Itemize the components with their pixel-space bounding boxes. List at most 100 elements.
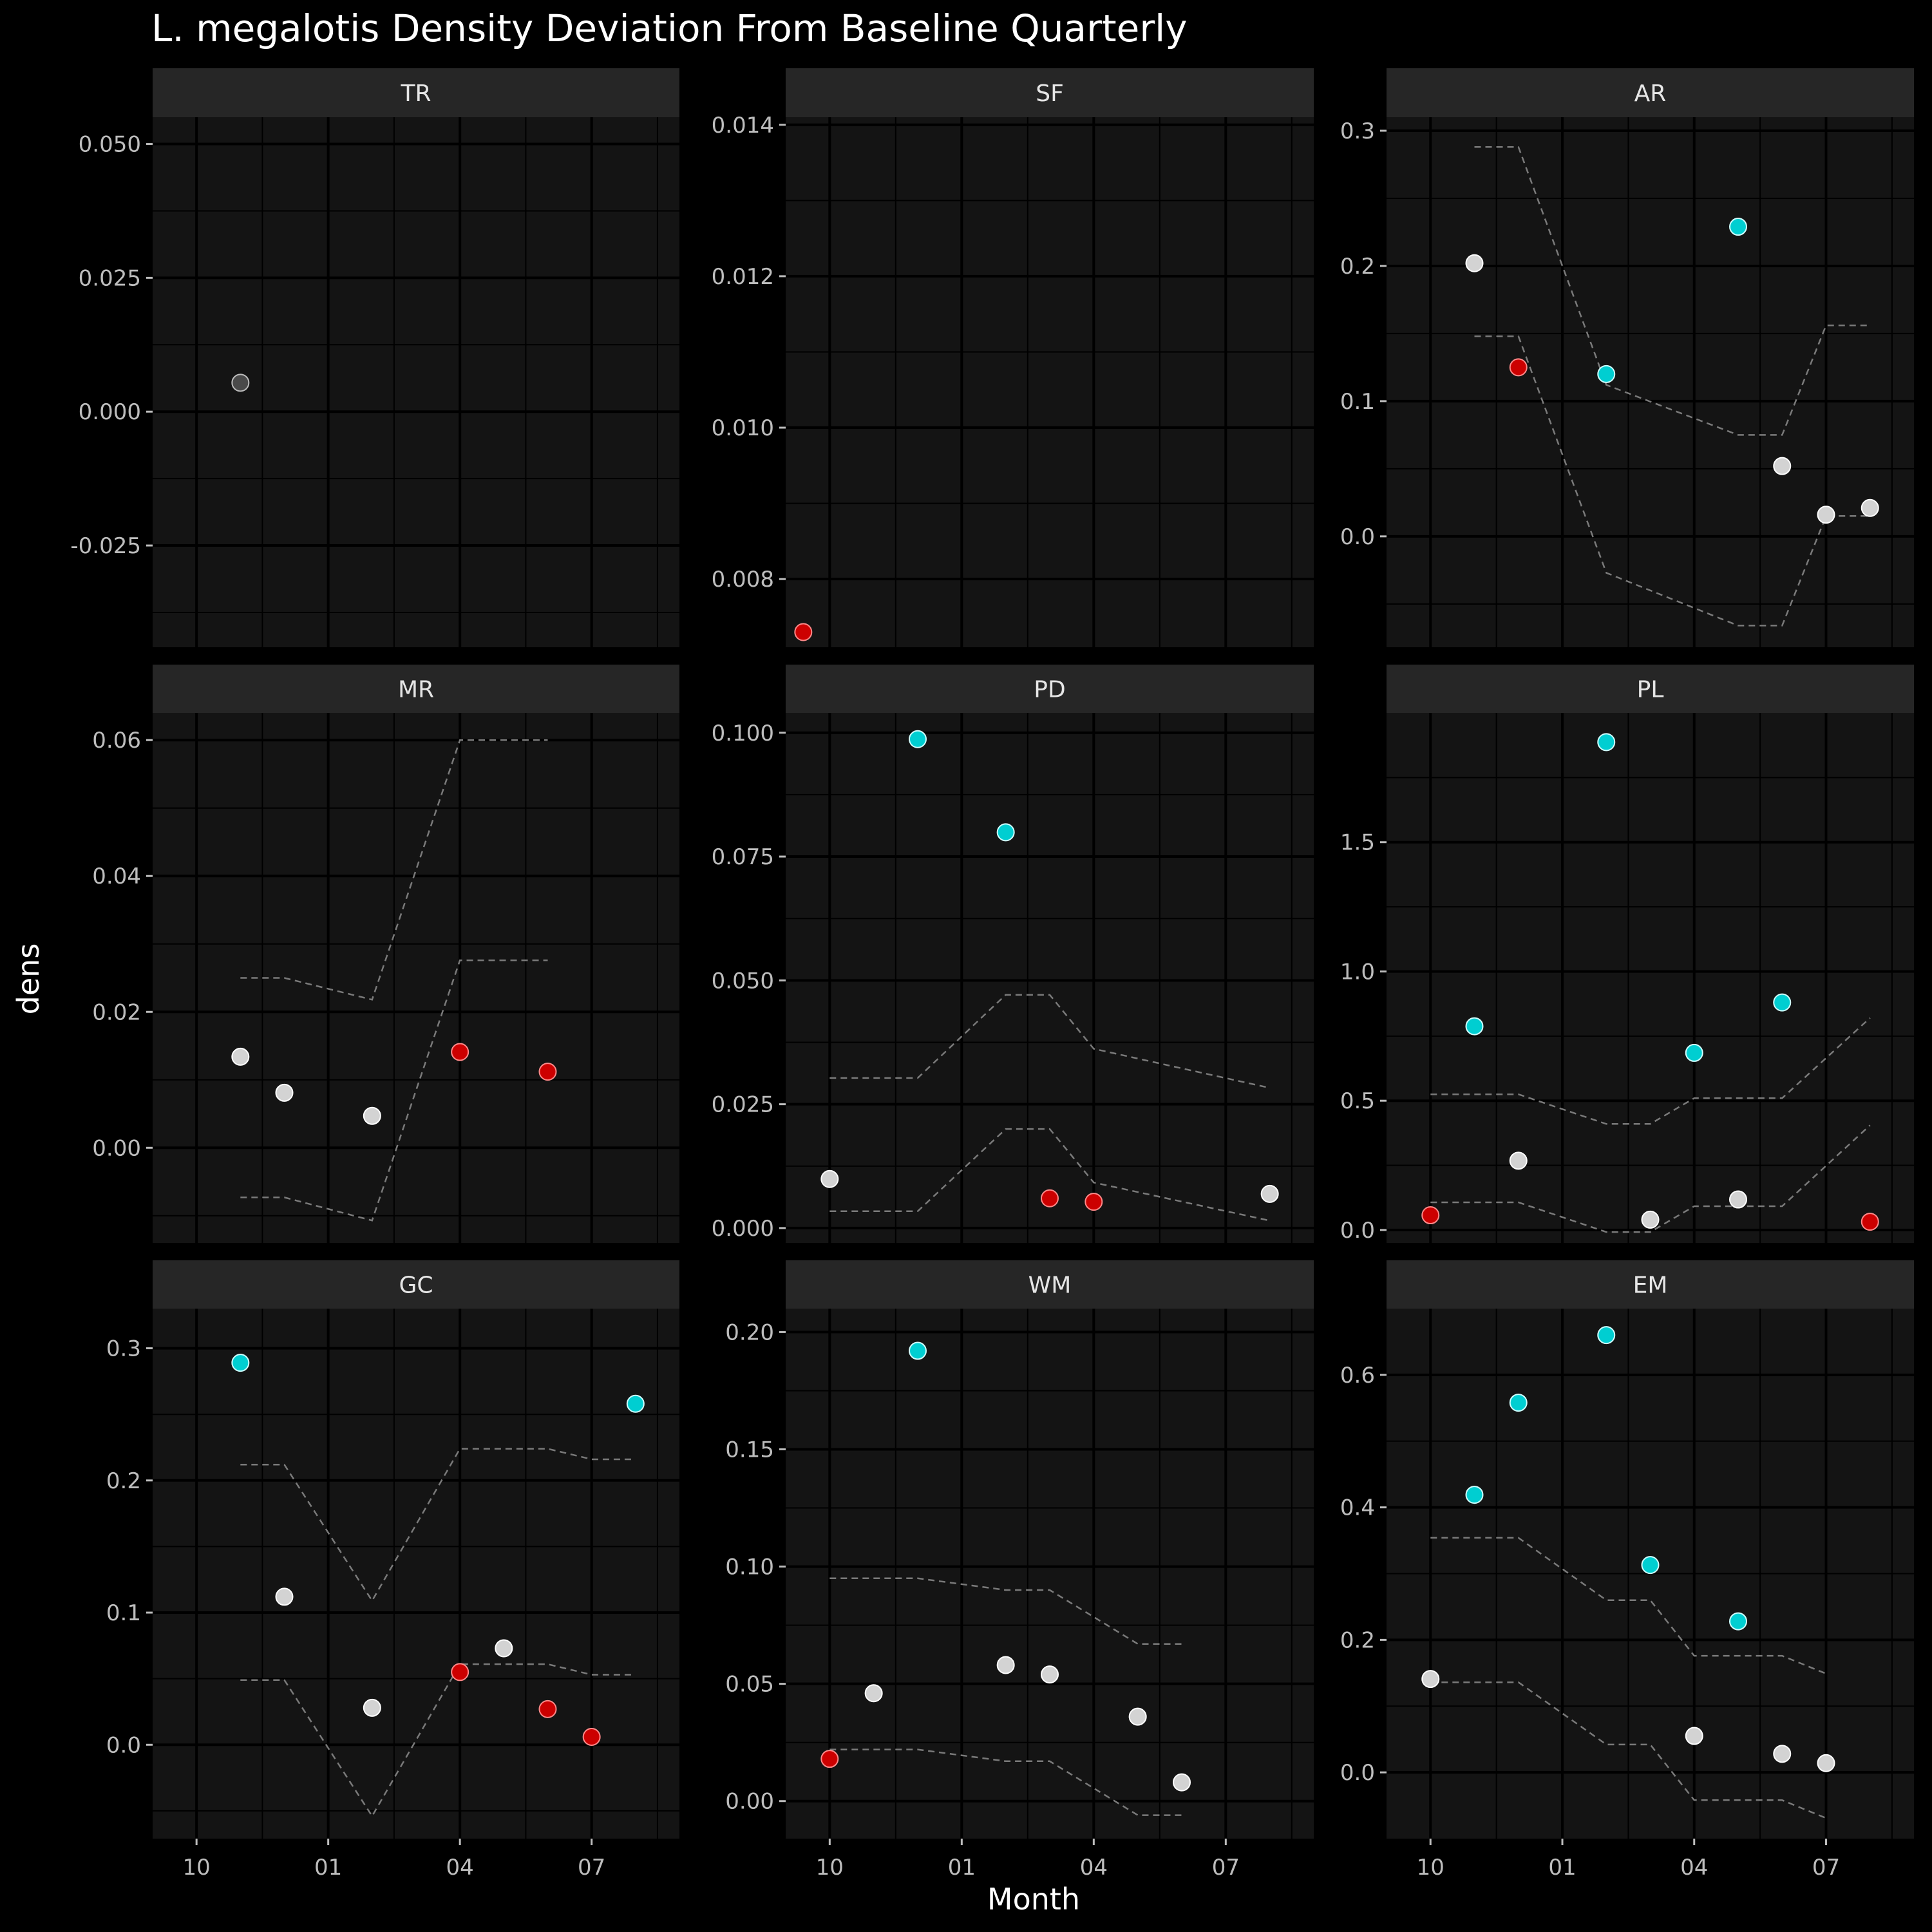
gridlines (153, 1309, 679, 1839)
y-tick-label: 0.04 (92, 864, 141, 889)
band-lower-line (240, 1663, 636, 1818)
y-tick-label: 0.0 (106, 1732, 141, 1758)
x-tick-label: 01 (1548, 1855, 1576, 1880)
y-tick-label: 0.2 (1340, 254, 1375, 279)
panel-tr: TR -0.025 0.000 0.025 0.050 (70, 68, 679, 647)
panel-background (1387, 713, 1914, 1243)
data-point-above (1597, 733, 1616, 752)
y-tick-label: 0.4 (1340, 1495, 1375, 1521)
facet-strip-label: TR (400, 80, 431, 107)
gridlines (1387, 1309, 1914, 1839)
data-point-below (794, 623, 813, 641)
data-point-within (1641, 1210, 1660, 1229)
y-tick-label: 0.075 (712, 844, 774, 870)
data-point-within (996, 1656, 1015, 1674)
panel-em: EM 0.0 0.2 0.4 0.6 10 01 04 07 (1340, 1260, 1914, 1880)
facet-strip (153, 68, 679, 117)
y-tick-label: 0.02 (92, 999, 141, 1025)
data-point-within (1773, 1745, 1792, 1763)
y-tick-label: 0.06 (92, 728, 141, 753)
data-point-above (1509, 1394, 1528, 1412)
x-tick-label: 01 (314, 1855, 342, 1880)
y-tick-label: 0.00 (92, 1135, 141, 1161)
panel-background (786, 117, 1314, 647)
band-lower-line (240, 959, 548, 1222)
y-tick-label: 0.2 (106, 1468, 141, 1494)
y-tick-label: 0.050 (79, 132, 141, 158)
y-tick-label: 0.6 (1340, 1363, 1375, 1388)
band-upper-line (240, 739, 548, 1001)
y-tick-label: 0.10 (725, 1555, 774, 1580)
data-point-above (909, 1341, 927, 1360)
data-point-below (1509, 358, 1528, 377)
facet-strip-label: SF (1036, 80, 1064, 107)
y-tick-label: 0.100 (712, 721, 774, 746)
y-tick-label: 0.1 (1340, 389, 1375, 415)
panel-gc: GC 0.0 0.1 0.2 0.3 10 01 04 07 (106, 1260, 679, 1880)
facet-strip-label: PL (1637, 677, 1664, 703)
x-tick-label: 10 (183, 1855, 211, 1880)
data-point-below (582, 1727, 601, 1746)
data-point-within (363, 1106, 381, 1125)
panel-pl: PL 0.0 0.5 1.0 1.5 (1340, 665, 1914, 1244)
data-point-within (820, 1170, 839, 1188)
chart-title: L. megalotis Density Deviation From Base… (151, 6, 1188, 50)
data-point-above (996, 823, 1015, 842)
data-point-above (231, 1354, 250, 1372)
data-point-within (275, 1587, 294, 1606)
facet-strip (1387, 1260, 1914, 1309)
facet-strip (153, 665, 679, 713)
band-upper-line (829, 1577, 1182, 1645)
facet-strip (1387, 68, 1914, 117)
facet-panels: TR-0.0250.0000.0250.050SF0.0080.0100.012… (70, 68, 1914, 1880)
x-tick-label: 04 (1680, 1855, 1708, 1880)
panel-ar: AR 0.0 0.1 0.2 0.3 (1340, 68, 1914, 647)
data-point-within (1817, 1754, 1835, 1772)
panel-background (786, 1309, 1314, 1839)
data-point-within (864, 1684, 883, 1703)
data-point-above (909, 730, 927, 748)
data-point-above (1597, 365, 1616, 383)
data-point-below (451, 1043, 469, 1061)
y-tick-label: 0.15 (725, 1437, 774, 1463)
data-point-below (820, 1750, 839, 1768)
data-point-within (1729, 1190, 1747, 1209)
data-point-above (1729, 1612, 1747, 1631)
data-point-within (1260, 1184, 1279, 1203)
x-axis-title: Month (987, 1882, 1080, 1917)
x-tick-label: 10 (1417, 1855, 1444, 1880)
data-point-above (1597, 1326, 1616, 1345)
x-tick-label: 07 (1812, 1855, 1840, 1880)
data-point-within (1773, 457, 1792, 475)
band-lower-line (1474, 335, 1870, 627)
facet-strip (786, 68, 1314, 117)
panel-wm: WM 0.00 0.05 0.10 0.15 0.20 10 01 04 07 (725, 1260, 1314, 1880)
panel-background (153, 713, 679, 1243)
gridlines (1387, 713, 1914, 1243)
y-axis-title: dens (11, 943, 46, 1015)
y-tick-label: 0.0 (1340, 1760, 1375, 1786)
y-tick-label: 0.014 (712, 113, 774, 138)
y-tick-label: 0.012 (712, 264, 774, 290)
y-tick-label: 0.000 (712, 1216, 774, 1242)
band-lower-line (829, 1128, 1270, 1222)
x-tick-label: 07 (578, 1855, 605, 1880)
facet-strip (786, 1260, 1314, 1309)
data-point-below (538, 1700, 557, 1718)
y-tick-label: 0.1 (106, 1600, 141, 1626)
band-upper-line (1474, 146, 1870, 436)
facet-strip (786, 665, 1314, 713)
data-point-within (1861, 498, 1879, 517)
data-point-below (538, 1063, 557, 1081)
data-point-above (1465, 1017, 1484, 1036)
y-tick-label: 0.0 (1340, 524, 1375, 550)
x-tick-label: 04 (446, 1855, 474, 1880)
data-point-above (1641, 1556, 1660, 1575)
data-point-within (275, 1083, 294, 1102)
y-tick-label: 0.3 (106, 1336, 141, 1362)
y-tick-label: 0.010 (712, 415, 774, 441)
gridlines (153, 117, 679, 647)
facet-strip (1387, 665, 1914, 713)
data-point-below (1041, 1189, 1059, 1208)
data-point-within (363, 1698, 381, 1717)
